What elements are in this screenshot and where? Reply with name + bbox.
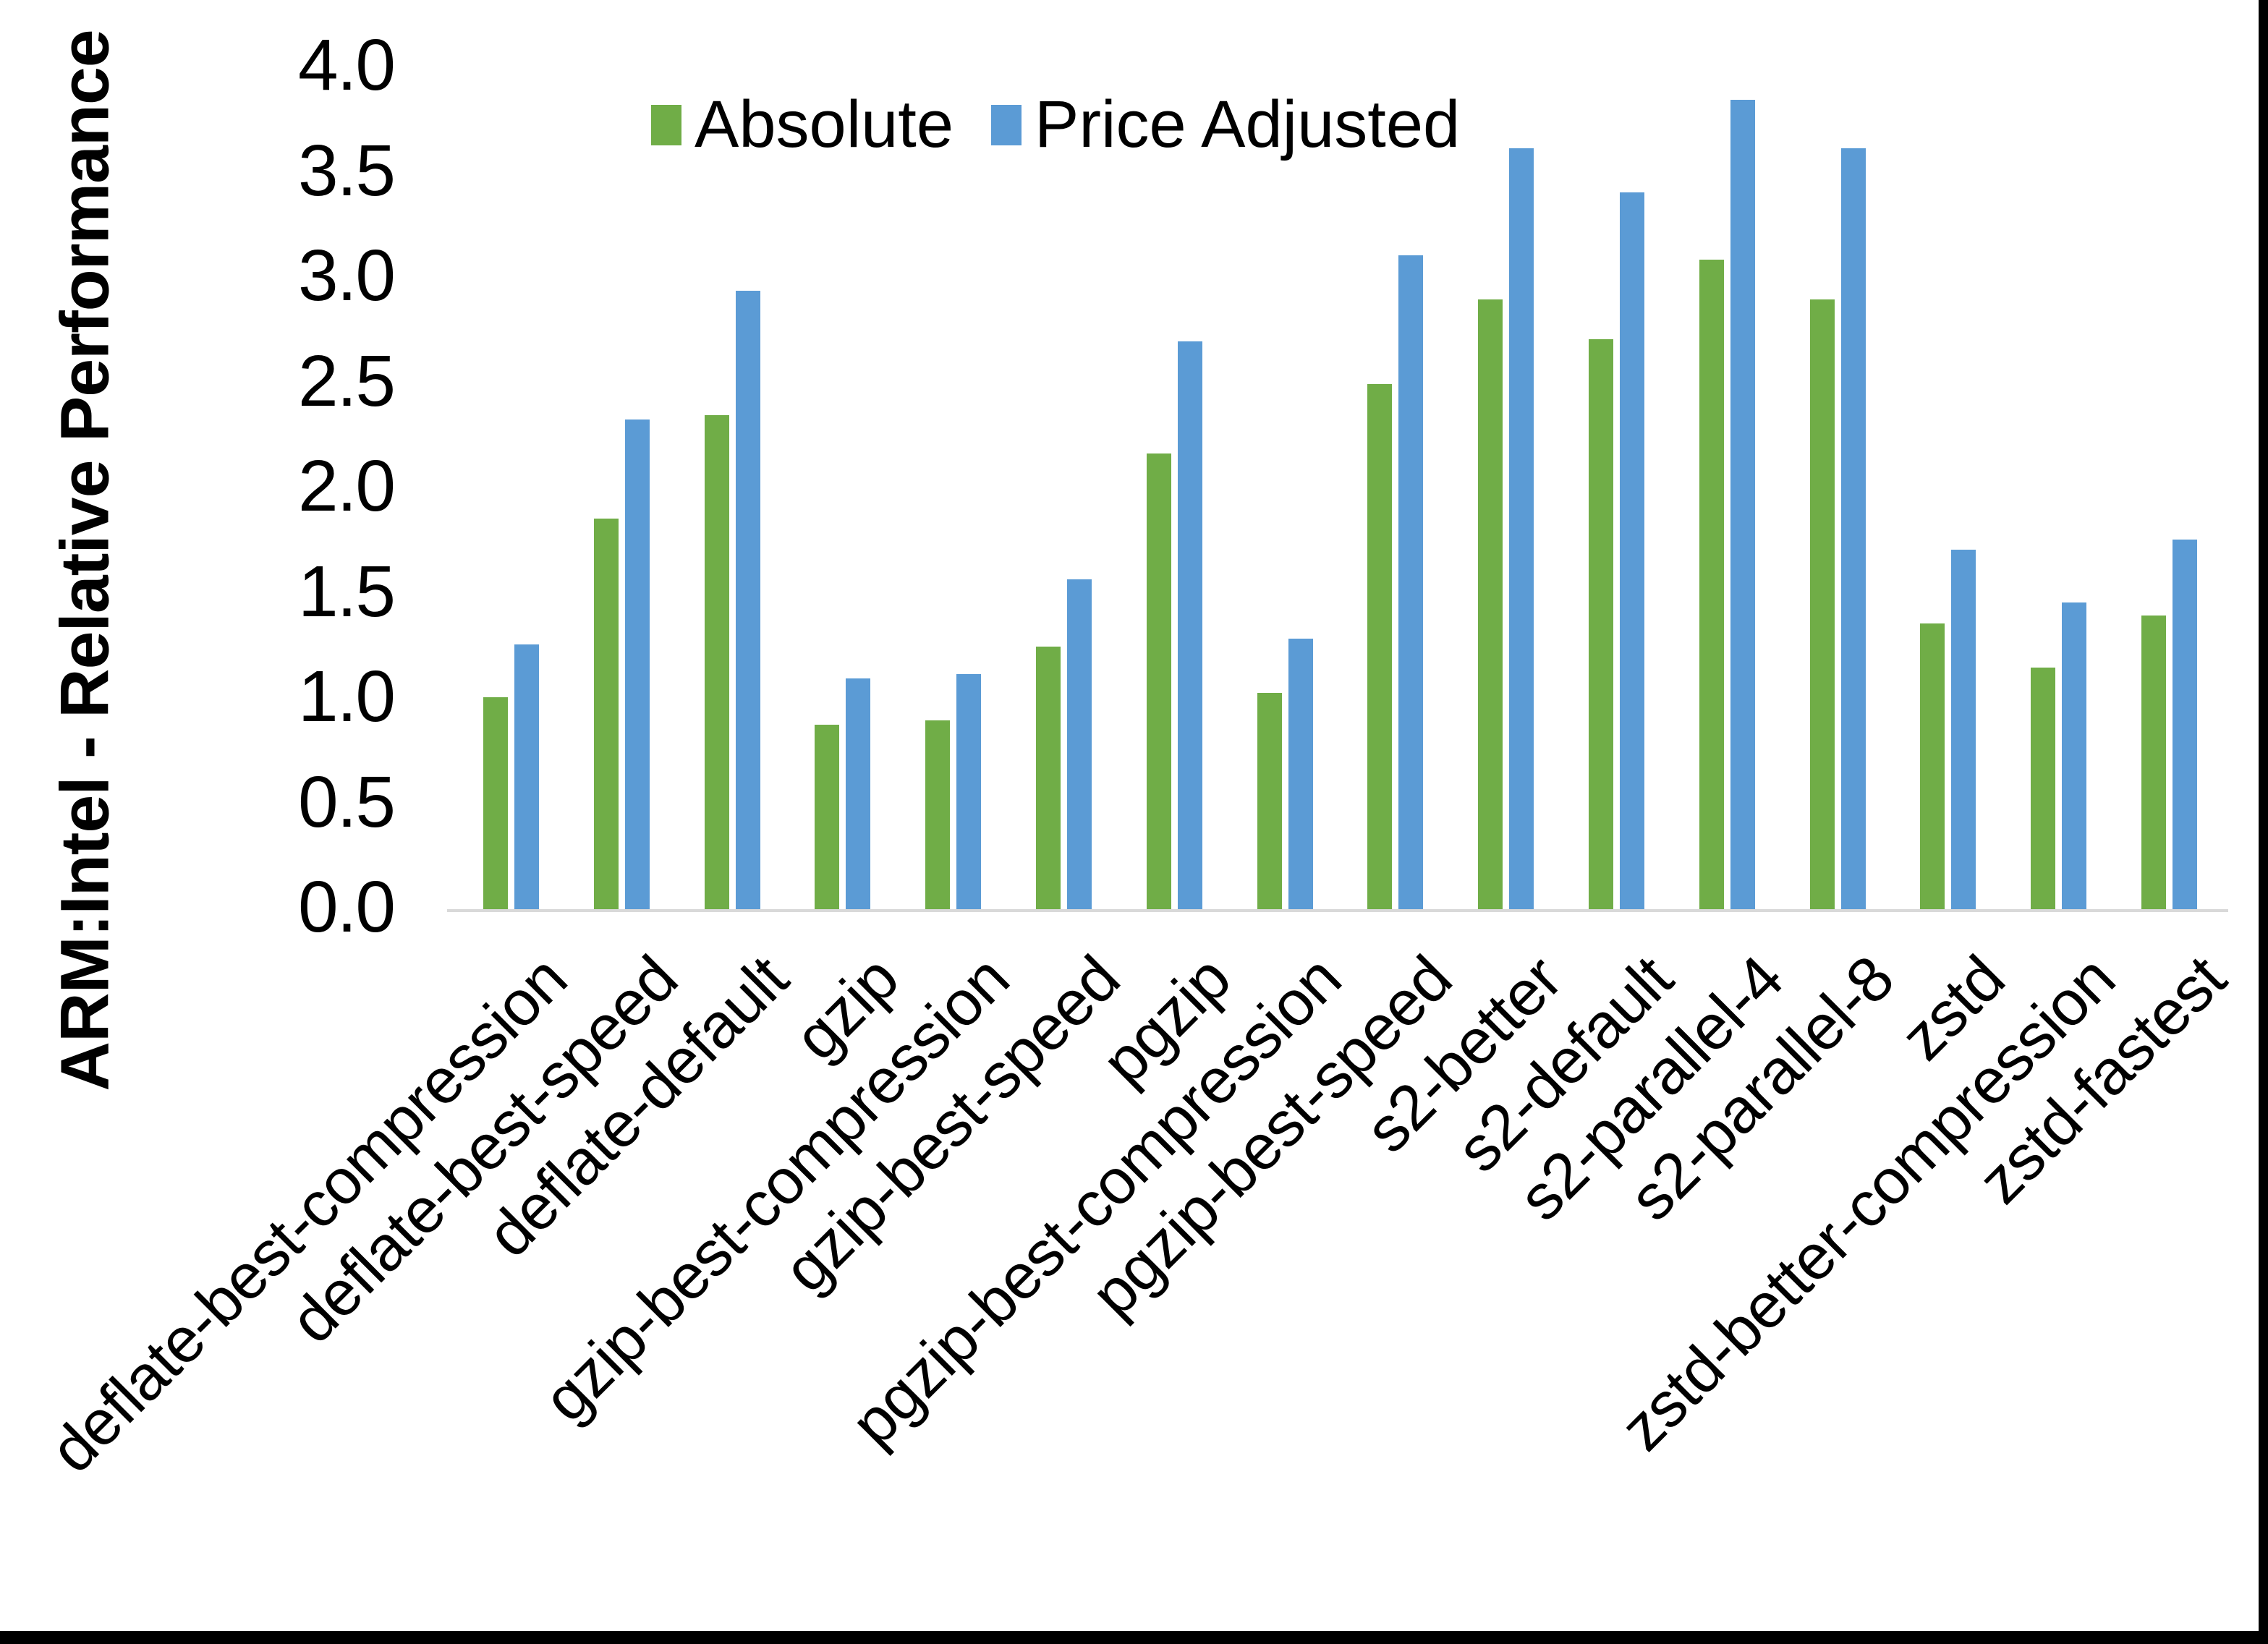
bar-deflate-best-speed-price-adjusted	[624, 419, 650, 910]
y-tick-label-2.5: 2.5	[297, 340, 396, 422]
y-tick-label-1.0: 1.0	[297, 656, 396, 737]
category-group-s2-better	[1451, 68, 1561, 910]
bar-deflate-best-speed-absolute	[593, 518, 619, 910]
bar-gzip-price-adjusted	[846, 678, 871, 910]
category-group-zstd-better-compression	[2003, 68, 2114, 910]
plot-area	[456, 68, 2225, 910]
category-group-s2-parallel-4	[1672, 68, 1783, 910]
legend-item-price-adjusted: Price Adjusted	[991, 87, 1460, 163]
bar-zstd-absolute	[1920, 623, 1945, 910]
y-tick-label-0.0: 0.0	[297, 866, 396, 947]
category-group-zstd-fastest	[2114, 68, 2225, 910]
bar-zstd-price-adjusted	[1951, 550, 1976, 910]
category-group-gzip-best-speed	[1008, 68, 1119, 910]
y-tick-label-3.5: 3.5	[297, 129, 396, 211]
category-group-pgzip	[1119, 68, 1230, 910]
category-group-gzip	[787, 68, 898, 910]
category-group-pgzip-best-compression	[1230, 68, 1341, 910]
bar-s2-parallel-4-absolute	[1699, 259, 1724, 910]
legend: Absolute Price Adjusted	[651, 87, 1460, 163]
category-group-zstd	[1893, 68, 2004, 910]
legend-swatch-absolute-icon	[651, 104, 681, 145]
bar-deflate-best-compression-absolute	[483, 697, 508, 910]
bar-pgzip-price-adjusted	[1177, 341, 1202, 910]
bar-pgzip-best-speed-absolute	[1367, 383, 1393, 910]
bar-s2-better-price-adjusted	[1509, 148, 1534, 910]
category-group-s2-default	[1561, 68, 1672, 910]
bar-gzip-best-compression-absolute	[925, 720, 951, 910]
category-group-gzip-best-compression	[898, 68, 1008, 910]
legend-label-price-adjusted: Price Adjusted	[1035, 88, 1461, 161]
category-group-deflate-best-compression	[456, 68, 566, 910]
bar-s2-parallel-8-absolute	[1809, 299, 1835, 910]
x-axis-line	[447, 909, 2228, 912]
bar-s2-parallel-8-price-adjusted	[1840, 148, 1866, 910]
bar-s2-default-price-adjusted	[1620, 192, 1645, 910]
bar-zstd-fastest-absolute	[2141, 615, 2167, 910]
y-tick-label-2.0: 2.0	[297, 446, 396, 527]
y-tick-label-4.0: 4.0	[297, 25, 396, 106]
category-group-deflate-default	[677, 68, 788, 910]
legend-label-absolute: Absolute	[695, 88, 954, 161]
frame-border-bottom	[0, 1631, 2268, 1644]
bar-zstd-fastest-price-adjusted	[2173, 539, 2198, 910]
frame-border-right	[2259, 0, 2268, 1644]
bar-zstd-better-compression-absolute	[2031, 668, 2056, 910]
y-tick-label-0.5: 0.5	[297, 761, 396, 843]
bar-pgzip-best-compression-absolute	[1257, 693, 1282, 910]
bar-deflate-best-compression-price-adjusted	[514, 644, 539, 910]
bar-pgzip-absolute	[1146, 453, 1171, 910]
category-group-deflate-best-speed	[566, 68, 677, 910]
bar-pgzip-best-speed-price-adjusted	[1398, 255, 1424, 910]
bar-deflate-default-price-adjusted	[735, 291, 760, 910]
bar-s2-parallel-4-price-adjusted	[1730, 99, 1755, 910]
legend-item-absolute: Absolute	[651, 87, 954, 163]
bar-gzip-best-speed-price-adjusted	[1066, 579, 1092, 910]
category-group-pgzip-best-speed	[1341, 68, 1451, 910]
bar-deflate-default-absolute	[704, 415, 729, 910]
bar-zstd-better-compression-price-adjusted	[2062, 602, 2087, 910]
bar-s2-default-absolute	[1589, 339, 1614, 910]
bar-gzip-best-speed-absolute	[1035, 647, 1061, 910]
bar-pgzip-best-compression-price-adjusted	[1288, 638, 1313, 910]
y-tick-label-3.0: 3.0	[297, 235, 396, 316]
legend-swatch-price-adjusted-icon	[991, 104, 1022, 145]
bar-gzip-absolute	[815, 724, 840, 910]
y-axis-title: ARM:Intel - Relative Performance	[46, 30, 124, 1091]
bar-s2-better-absolute	[1478, 299, 1503, 910]
category-group-s2-parallel-8	[1783, 68, 1893, 910]
bar-gzip-best-compression-price-adjusted	[956, 674, 982, 910]
y-tick-label-1.5: 1.5	[297, 550, 396, 632]
